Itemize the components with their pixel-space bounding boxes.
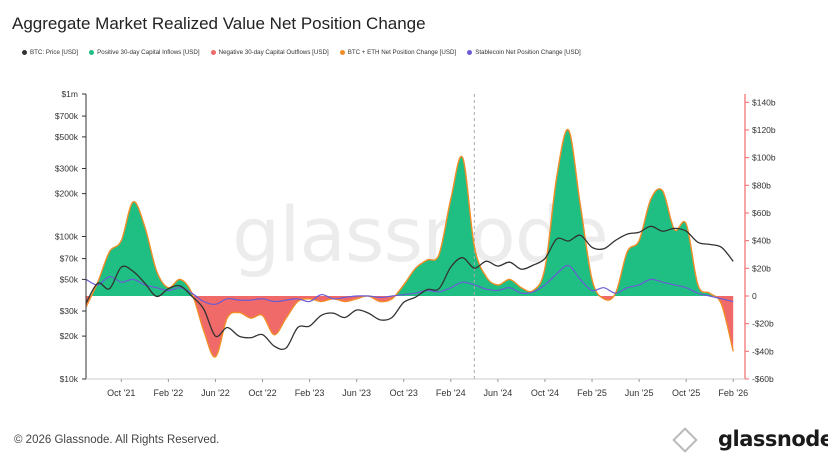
left-tick-label: $700k [55, 111, 79, 121]
brand-logo: glassnode [718, 427, 828, 451]
legend-dot-stablecoin [467, 50, 473, 55]
axes-layer: $10k $20k $30k $50k $70k $100k $200k $300k $500k… [55, 89, 776, 398]
legend-item-stablecoin[interactable]: Stablecoin Net Position Change [USD] [467, 49, 581, 56]
legend-item-netchange[interactable]: BTC + ETH Net Position Change [USD] [339, 49, 457, 56]
x-tick-label: Feb '24 [436, 388, 466, 398]
legend-label-netchange: BTC + ETH Net Position Change [USD] [347, 49, 457, 56]
left-tick-label: $30k [60, 306, 79, 316]
btc-price-line [85, 225, 734, 351]
legend-dot-price [22, 50, 27, 55]
legend-dot-negative [210, 50, 216, 55]
chart-title: Aggregate Market Realized Value Net Posi… [12, 14, 426, 33]
x-tick-label: Oct '21 [107, 388, 135, 398]
right-tick-label: $40b [752, 236, 771, 246]
x-tick-label: Jun '23 [342, 388, 371, 398]
right-tick-label: -$60b [752, 374, 774, 384]
legend-label-positive: Positive 30-day Capital Inflows [USD] [97, 49, 200, 56]
negative-outflows-area [86, 295, 734, 357]
x-tick-label: Jun '25 [625, 388, 654, 398]
left-tick-label: $100k [55, 232, 79, 242]
right-tick-label: $140b [752, 97, 776, 107]
x-tick-label: Oct '24 [531, 388, 559, 398]
left-tick-label: $200k [55, 189, 79, 199]
stablecoin-line [85, 264, 734, 306]
chart-legend: BTC: Price [USD] Positive 30-day Capital… [22, 49, 581, 56]
legend-item-price[interactable]: BTC: Price [USD] [22, 49, 78, 56]
legend-item-positive[interactable]: Positive 30-day Capital Inflows [USD] [89, 49, 200, 56]
x-tick-label: Oct '25 [672, 388, 700, 398]
left-tick-label: $20k [60, 331, 79, 341]
x-tick-label: Feb '23 [295, 388, 325, 398]
left-tick-label: $300k [55, 164, 79, 174]
legend-item-negative[interactable]: Negative 30-day Capital Outflows [USD] [210, 49, 329, 56]
x-tick-label: Feb '22 [154, 388, 184, 398]
net-position-change-line [85, 129, 734, 358]
right-tick-label: $120b [752, 125, 776, 135]
x-tick-label: Jun '24 [484, 388, 513, 398]
x-tick-label: Feb '25 [577, 388, 607, 398]
right-tick-label: -$20b [752, 319, 774, 329]
area-layer [86, 94, 734, 379]
right-tick-label: $100b [752, 153, 776, 163]
right-tick-label: 0 [752, 291, 757, 301]
copyright-footer: © 2026 Glassnode. All Rights Reserved. [14, 434, 220, 446]
legend-dot-netchange [339, 50, 345, 55]
right-tick-label: $60b [752, 208, 771, 218]
x-tick-label: Oct '23 [390, 388, 418, 398]
x-tick-label: Feb '26 [718, 388, 748, 398]
left-tick-label: $50k [60, 274, 79, 284]
legend-dot-positive [89, 50, 95, 55]
line-layer [85, 129, 734, 358]
left-tick-label: $1m [61, 89, 78, 99]
x-tick-label: Oct '22 [248, 388, 276, 398]
legend-label-stablecoin: Stablecoin Net Position Change [USD] [475, 49, 581, 56]
left-tick-label: $500k [55, 132, 79, 142]
x-tick-label: Jun '22 [201, 388, 230, 398]
legend-label-negative: Negative 30-day Capital Outflows [USD] [218, 49, 329, 56]
legend-label-price: BTC: Price [USD] [30, 49, 79, 56]
left-tick-label: $70k [60, 254, 79, 264]
right-tick-label: $20b [752, 263, 771, 273]
right-tick-label: -$40b [752, 346, 774, 356]
positive-inflows-area [91, 129, 715, 296]
right-tick-label: $80b [752, 180, 771, 190]
left-tick-label: $10k [60, 374, 79, 384]
